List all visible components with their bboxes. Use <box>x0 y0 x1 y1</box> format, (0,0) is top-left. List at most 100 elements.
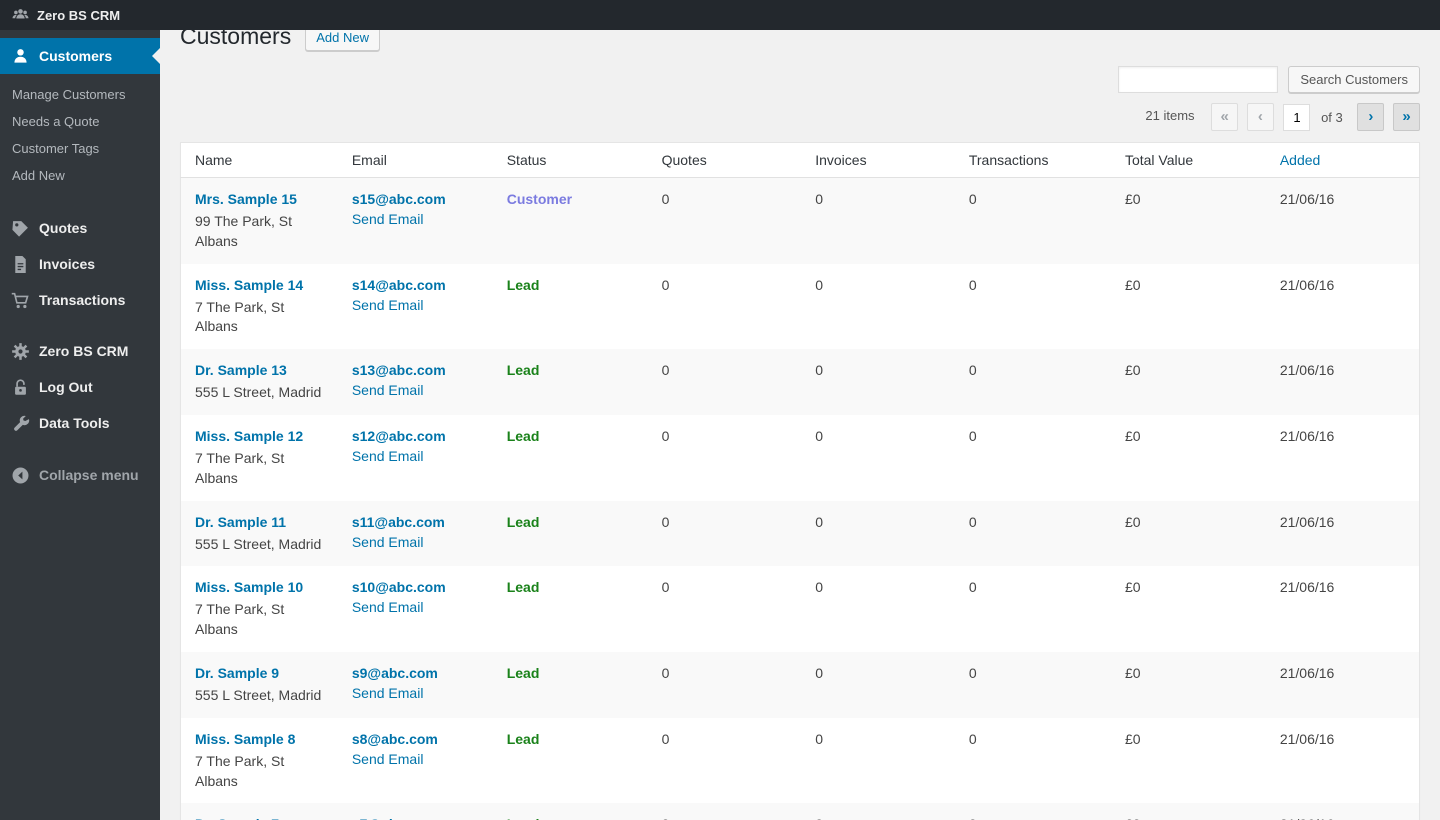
current-page-input[interactable] <box>1283 103 1311 131</box>
admin-bar-title: Zero BS CRM <box>37 7 121 23</box>
customer-name-link[interactable]: Miss. Sample 10 <box>195 579 304 596</box>
send-email-link[interactable]: Send Email <box>351 447 424 464</box>
cell-status: Lead <box>493 264 648 350</box>
cell-status: Customer <box>493 178 648 264</box>
customer-email-link[interactable]: s15@abc.com <box>351 191 446 207</box>
customer-email-link[interactable]: s12@abc.com <box>351 428 446 444</box>
customer-email-link[interactable]: s11@abc.com <box>351 513 445 530</box>
table-row: Dr. Sample 9 555 L Street, Madrid s9@abc… <box>180 652 1420 718</box>
column-header-added: Added <box>1265 142 1420 178</box>
customer-address: 7 The Park, St Albans <box>195 601 285 638</box>
customer-email-link[interactable]: s10@abc.com <box>351 579 446 596</box>
cell-invoices: 0 <box>815 428 824 444</box>
column-header-transactions: Transactions <box>954 142 1111 178</box>
cell-name: Miss. Sample 8 7 The Park, St Albans <box>181 718 338 804</box>
send-email-link[interactable]: Send Email <box>351 296 424 313</box>
send-email-link[interactable]: Send Email <box>351 599 424 616</box>
sidebar-item-quotes[interactable]: Quotes <box>0 210 160 246</box>
sidebar-group-records: Quotes Invoices <box>0 210 160 318</box>
wrench-icon <box>11 414 30 433</box>
cell-name: Dr. Sample 7 555 L Street, Madrid <box>181 803 338 820</box>
customers-table: Name Email Status Quotes Invoices Transa… <box>180 142 1420 820</box>
cell-name: Mrs. Sample 15 99 The Park, St Albans <box>181 178 338 264</box>
sidebar-item-data-tools[interactable]: Data Tools <box>0 405 160 441</box>
customer-name-link[interactable]: Mrs. Sample 15 <box>195 191 297 207</box>
status-label: Lead <box>506 513 540 530</box>
customer-name-link[interactable]: Dr. Sample 7 <box>195 816 279 820</box>
prev-page-button[interactable]: ‹ <box>1246 103 1274 131</box>
last-page-button[interactable]: » <box>1393 103 1420 131</box>
sidebar-subitem-manage-customers[interactable]: Manage Customers <box>12 87 126 102</box>
send-email-link[interactable]: Send Email <box>351 684 424 701</box>
customer-email-link[interactable]: s8@abc.com <box>351 730 438 747</box>
customer-name-link[interactable]: Miss. Sample 14 <box>195 276 304 293</box>
customer-name-link[interactable]: Dr. Sample 9 <box>195 665 280 681</box>
status-label: Lead <box>506 730 540 747</box>
cell-name: Miss. Sample 10 7 The Park, St Albans <box>181 566 338 652</box>
table-row: Dr. Sample 13 555 L Street, Madrid s13@a… <box>180 349 1420 415</box>
cell-quotes: 0 <box>661 362 670 379</box>
cell-added: 21/06/16 <box>1279 191 1335 207</box>
cell-email: s11@abc.com Send Email <box>338 501 493 567</box>
sidebar-subitem-add-new[interactable]: Add New <box>12 168 65 183</box>
first-page-button[interactable]: « <box>1211 103 1239 131</box>
cell-quotes: 0 <box>661 191 670 207</box>
sidebar-item-label: Collapse menu <box>39 467 139 483</box>
sidebar-item-zero-bs-crm[interactable]: Zero BS CRM <box>0 333 160 369</box>
sidebar-item-transactions[interactable]: Transactions <box>0 282 160 318</box>
cell-total-value: £0 <box>1124 579 1141 596</box>
send-email-link[interactable]: Send Email <box>351 210 424 227</box>
cell-transactions: 0 <box>968 665 977 681</box>
customer-email-link[interactable]: s7@abc.com <box>352 816 438 820</box>
customer-email-link[interactable]: s14@abc.com <box>351 276 446 293</box>
sidebar: Customers Manage Customers Needs a Quote… <box>0 30 160 820</box>
sidebar-item-label: Log Out <box>39 379 93 395</box>
next-page-button[interactable]: › <box>1357 103 1385 131</box>
cell-quotes: 0 <box>648 803 802 820</box>
sidebar-item-label: Invoices <box>39 256 96 272</box>
items-count: 21 items <box>1145 108 1195 124</box>
table-row: Miss. Sample 8 7 The Park, St Albans s8@… <box>181 718 1420 804</box>
cell-transactions: 0 <box>968 362 977 379</box>
customer-name-link[interactable]: Miss. Sample 12 <box>195 428 304 444</box>
cell-added: 21/06/16 <box>1279 362 1335 379</box>
status-label: Lead <box>506 276 540 293</box>
sidebar-subitem-customer-tags[interactable]: Customer Tags <box>12 141 100 156</box>
search-input[interactable] <box>1118 66 1279 93</box>
send-email-link[interactable]: Send Email <box>351 382 424 399</box>
cell-status: Lead <box>493 803 648 820</box>
lock-icon <box>11 378 30 397</box>
cell-transactions: 0 <box>968 191 977 207</box>
cell-added: 21/06/16 <box>1266 803 1420 820</box>
cell-email: s15@abc.com Send Email <box>338 178 493 264</box>
customer-name-link[interactable]: Dr. Sample 13 <box>195 362 287 379</box>
send-email-link[interactable]: Send Email <box>351 533 424 550</box>
sidebar-item-label: Data Tools <box>39 415 110 431</box>
sidebar-subitem-needs-a-quote[interactable]: Needs a Quote <box>12 114 100 129</box>
customer-name-link[interactable]: Dr. Sample 11 <box>195 513 287 530</box>
customer-email-link[interactable]: s13@abc.com <box>351 362 446 379</box>
customers-submenu: Manage Customers Needs a Quote Customer … <box>0 74 160 199</box>
sidebar-item-collapse-menu[interactable]: Collapse menu <box>0 457 160 493</box>
sidebar-item-invoices[interactable]: Invoices <box>0 246 160 282</box>
person-icon <box>11 47 30 66</box>
send-email-link[interactable]: Send Email <box>351 750 424 767</box>
cell-total-value: £0 <box>1124 665 1141 681</box>
sidebar-item-customers[interactable]: Customers <box>0 38 160 74</box>
customer-email-link[interactable]: s9@abc.com <box>351 665 438 681</box>
cell-quotes: 0 <box>661 276 670 293</box>
search-customers-button[interactable]: Search Customers <box>1288 66 1420 93</box>
cell-email: s14@abc.com Send Email <box>338 264 493 350</box>
sort-by-added-link[interactable]: Added <box>1279 152 1321 168</box>
collapse-arrow-icon <box>11 466 30 485</box>
cell-total-value: £0 <box>1124 362 1141 379</box>
status-label: Lead <box>507 816 540 820</box>
cart-icon <box>11 291 30 310</box>
cell-email: s9@abc.com Send Email <box>338 652 493 718</box>
table-row: Miss. Sample 14 7 The Park, St Albans s1… <box>181 264 1420 350</box>
customer-address: 555 L Street, Madrid <box>195 686 322 703</box>
sidebar-item-log-out[interactable]: Log Out <box>0 369 160 405</box>
pagination-top: 21 items « ‹ of 3 › » <box>180 103 1420 133</box>
customer-name-link[interactable]: Miss. Sample 8 <box>195 730 296 747</box>
customer-address: 7 The Park, St Albans <box>195 752 285 789</box>
